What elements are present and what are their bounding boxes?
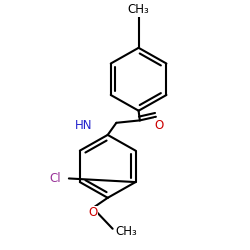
- Text: Cl: Cl: [50, 172, 62, 185]
- Text: HN: HN: [75, 119, 93, 132]
- Text: CH₃: CH₃: [115, 225, 137, 238]
- Text: O: O: [88, 206, 98, 219]
- Text: O: O: [155, 119, 164, 132]
- Text: CH₃: CH₃: [128, 3, 150, 16]
